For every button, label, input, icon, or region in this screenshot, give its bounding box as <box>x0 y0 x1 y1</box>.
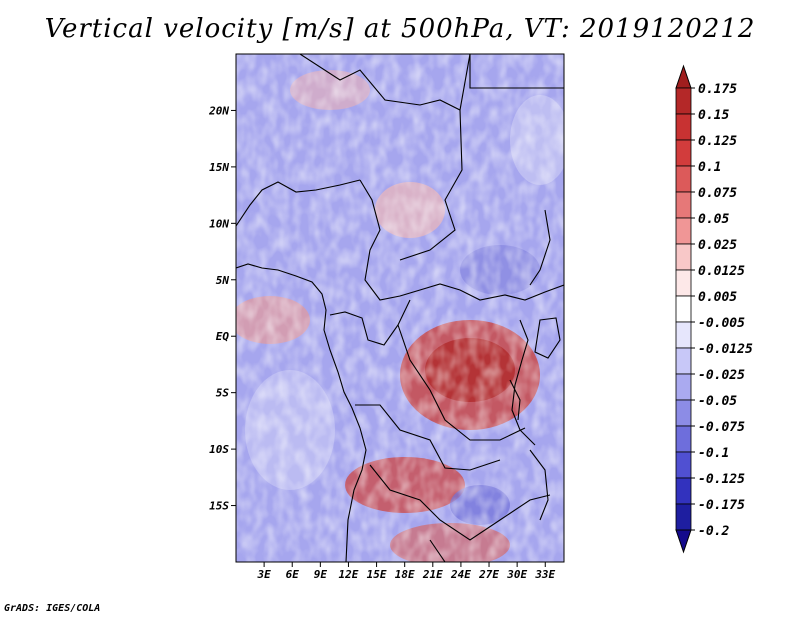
colorbar-swatch <box>675 113 692 141</box>
border-namibia <box>429 539 446 562</box>
colorbar-swatch <box>675 139 692 167</box>
y-axis: 20N 15N 10N 5N EQ 5S 10S 15S <box>208 104 236 513</box>
velocity-field <box>236 54 564 562</box>
x-tick-label: 21E <box>422 568 443 581</box>
colorbar-label: 0.005 <box>698 290 737 305</box>
colorbar-label: -0.0125 <box>698 342 753 357</box>
colorbar-label: 0.05 <box>698 212 729 227</box>
colorbar-swatch <box>675 269 692 297</box>
colorbar-label: 0.125 <box>698 134 737 149</box>
border-angola-north <box>355 404 501 471</box>
colorbar: 0.175 0.15 0.125 0.1 0.075 0.05 0.025 0.0125 0.0… <box>675 64 753 554</box>
colorbar-swatch <box>675 373 692 401</box>
border-great-lakes <box>509 379 521 421</box>
colorbar-swatch <box>675 165 692 193</box>
colorbar-label: -0.125 <box>698 472 745 487</box>
colorbar-label: -0.175 <box>698 498 745 513</box>
colorbar-label: 0.075 <box>698 186 737 201</box>
colorbar-swatch <box>675 451 692 479</box>
map-frame <box>235 53 565 563</box>
x-tick-label: 24E <box>450 568 471 581</box>
y-tick-label: EQ <box>216 330 230 343</box>
x-tick-label: 6E <box>286 568 300 581</box>
colorbar-label: -0.025 <box>698 368 745 383</box>
x-tick-label: 33E <box>534 568 555 581</box>
y-tick-label: 5N <box>216 274 230 287</box>
colorbar-swatch <box>675 191 692 219</box>
credit-label: GrADS: IGES/COLA <box>4 603 101 614</box>
border-angola-south <box>369 464 551 541</box>
colorbar-swatch <box>675 64 692 89</box>
border-egypt <box>469 54 564 89</box>
y-tick-label: 20N <box>208 104 229 117</box>
map-boundaries <box>236 54 564 562</box>
lake-tanganyika <box>511 319 536 446</box>
y-tick-label: 15N <box>209 161 229 174</box>
colorbar-label: -0.05 <box>698 394 737 409</box>
coastline <box>236 263 367 562</box>
colorbar-label: 0.15 <box>698 108 729 123</box>
colorbar-swatch <box>675 295 692 323</box>
x-tick-label: 18E <box>395 568 415 581</box>
colorbar-label: -0.075 <box>698 420 745 435</box>
y-tick-label: 10N <box>209 217 229 230</box>
y-tick-label: 15S <box>209 500 229 513</box>
colorbar-label: -0.005 <box>698 316 745 331</box>
border-sahel <box>236 179 361 227</box>
x-tick-label: 12E <box>339 568 359 581</box>
colorbar-swatch <box>675 425 692 453</box>
lake-malawi <box>529 449 549 521</box>
x-tick-label: 27E <box>478 568 499 581</box>
noise-texture <box>236 54 564 562</box>
border-central <box>359 179 564 301</box>
colorbar-label: 0.1 <box>698 160 721 175</box>
colorbar-swatch <box>675 321 692 349</box>
colorbar-swatch <box>675 399 692 427</box>
colorbar-label: 0.0125 <box>698 264 745 279</box>
border-north <box>299 54 471 111</box>
colorbar-label: 0.175 <box>698 82 737 97</box>
colorbar-swatch <box>675 243 692 271</box>
y-tick-label: 5S <box>216 387 230 400</box>
x-tick-label: 9E <box>314 568 328 581</box>
colorbar-swatch <box>675 477 692 505</box>
colorbar-label: -0.1 <box>698 446 729 461</box>
border-ethiopia <box>529 209 551 286</box>
x-tick-label: 3E <box>256 568 271 581</box>
border-chad-sudan <box>399 109 463 261</box>
border-drc <box>397 324 526 441</box>
colorbar-swatch <box>675 529 692 554</box>
colorbar-swatch <box>675 347 692 375</box>
colorbar-swatch <box>675 87 692 115</box>
chart-title: Vertical velocity [m/s] at 500hPa, VT: 2… <box>44 14 756 44</box>
x-tick-label: 15E <box>367 568 387 581</box>
x-tick-label: 30E <box>506 568 527 581</box>
colorbar-swatch <box>675 217 692 245</box>
colorbar-label: -0.2 <box>698 524 729 539</box>
colorbar-swatch <box>675 503 692 531</box>
lake-victoria <box>534 317 561 359</box>
y-tick-label: 10S <box>209 443 229 456</box>
x-axis: 3E 6E 9E 12E 15E 18E 21E 24E 27E 30E 33E <box>256 562 556 581</box>
colorbar-label: 0.025 <box>698 238 737 253</box>
